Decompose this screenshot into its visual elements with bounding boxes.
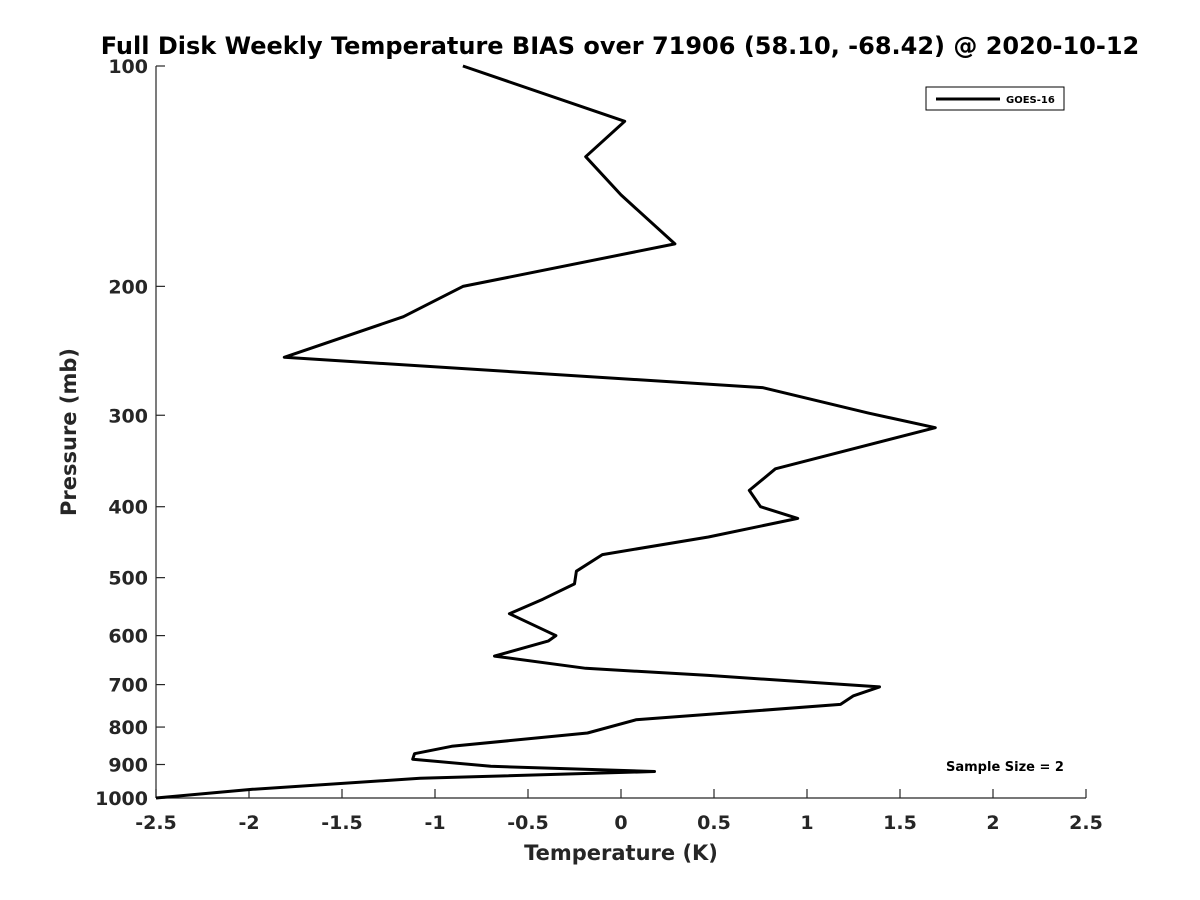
y-tick-label: 900 <box>108 755 148 777</box>
y-tick-label: 700 <box>108 675 148 697</box>
y-axis-ticks: 100 200 300 400 500 600 700 800 900 1000 <box>95 56 165 810</box>
legend: GOES-16 <box>925 86 1065 111</box>
x-tick-label: 2.5 <box>1069 812 1103 834</box>
legend-label-goes-16: GOES-16 <box>1006 95 1055 106</box>
y-tick-label: 200 <box>108 276 148 298</box>
x-tick-label: 2 <box>986 812 999 834</box>
x-axis-label: Temperature (K) <box>524 841 718 865</box>
y-tick-label: 600 <box>108 626 148 648</box>
series-layer <box>155 64 937 800</box>
y-tick-label: 500 <box>108 568 148 590</box>
chart-title: Full Disk Weekly Temperature BIAS over 7… <box>101 32 1140 60</box>
x-tick-label: 0.5 <box>697 812 731 834</box>
x-tick-label: -1 <box>424 812 445 834</box>
x-tick-label: -2.5 <box>135 812 177 834</box>
plot-axes <box>155 66 1086 799</box>
x-tick-label: -0.5 <box>507 812 549 834</box>
y-tick-label: 800 <box>108 717 148 739</box>
x-tick-label: 1 <box>800 812 813 834</box>
y-tick-label: 1000 <box>95 788 148 810</box>
x-tick-label: 0 <box>614 812 627 834</box>
series-line-goes-16 <box>155 64 937 800</box>
y-axis-label: Pressure (mb) <box>57 348 81 516</box>
x-tick-label: 1.5 <box>883 812 917 834</box>
x-tick-label: -2 <box>238 812 259 834</box>
y-tick-label: 300 <box>108 405 148 427</box>
y-tick-label: 400 <box>108 497 148 519</box>
x-tick-label: -1.5 <box>321 812 363 834</box>
x-axis-ticks: -2.5 -2 -1.5 -1 -0.5 0 0.5 1 1.5 2 2.5 <box>135 789 1103 834</box>
sample-size-annotation: Sample Size = 2 <box>946 760 1064 775</box>
y-tick-label: 100 <box>108 56 148 78</box>
